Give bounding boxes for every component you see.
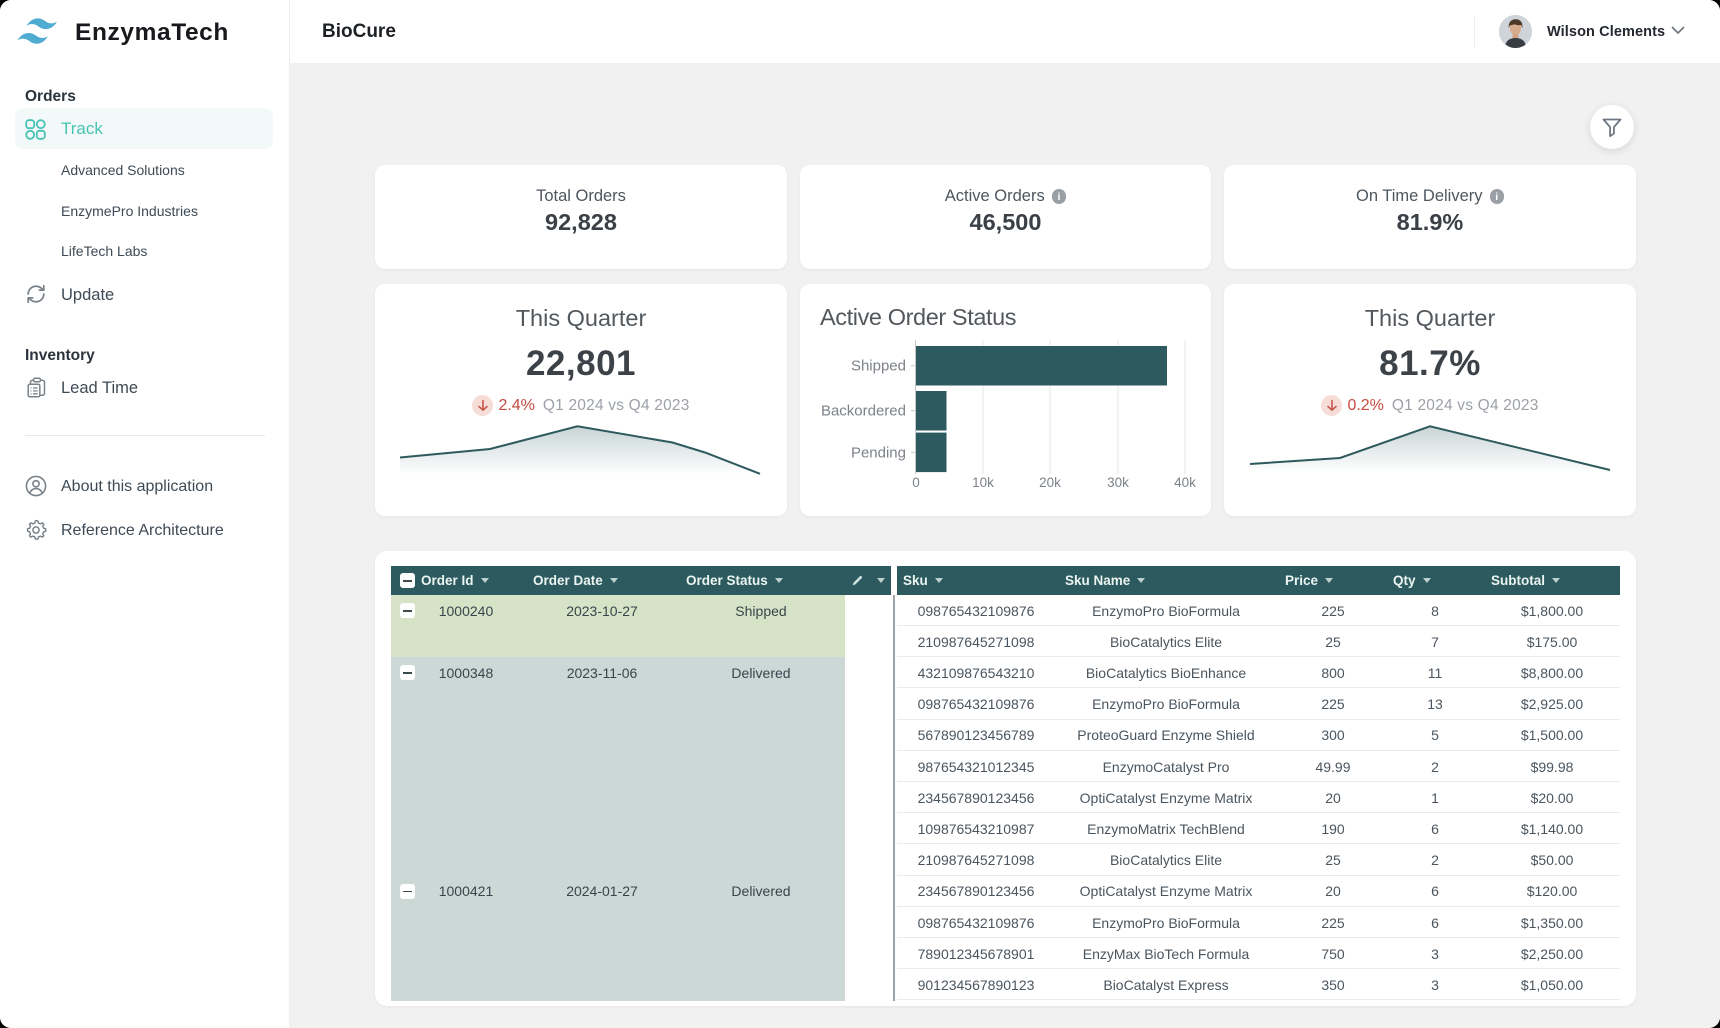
svg-text:10k: 10k (972, 475, 994, 490)
svg-text:20k: 20k (1039, 475, 1061, 490)
svg-text:40k: 40k (1174, 475, 1196, 490)
svg-text:Backordered: Backordered (821, 403, 906, 420)
svg-text:0: 0 (912, 475, 920, 490)
svg-text:Pending: Pending (851, 444, 906, 461)
svg-text:30k: 30k (1107, 475, 1129, 490)
svg-text:Shipped: Shipped (851, 358, 906, 375)
